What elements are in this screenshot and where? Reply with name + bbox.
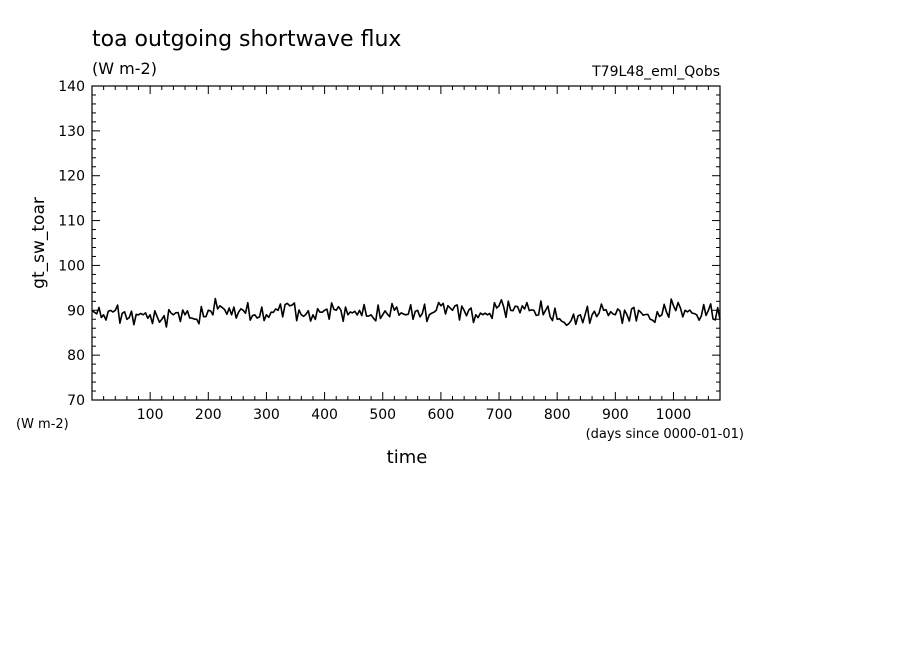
y-tick-label: 70 — [67, 393, 85, 409]
series-line — [91, 297, 721, 328]
x-tick-label: 600 — [428, 407, 455, 423]
y-axis-unit: (W m-2) — [16, 417, 69, 432]
x-tick-label: 100 — [137, 407, 164, 423]
y-tick-label: 130 — [58, 124, 85, 140]
x-tick-label: 300 — [253, 407, 280, 423]
y-axis-label: gt_sw_toar — [29, 197, 49, 289]
x-axis-ticks: 100 200 300 400 500 600 700 800 900 1000 — [103, 86, 709, 423]
x-axis-unit: (days since 0000-01-01) — [586, 427, 744, 442]
y-tick-label: 90 — [67, 303, 85, 319]
y-tick-label: 100 — [58, 258, 85, 274]
plot-frame — [91, 85, 721, 401]
x-tick-label: 800 — [544, 407, 571, 423]
x-axis-label: time — [387, 447, 428, 468]
y-tick-label: 120 — [58, 169, 85, 185]
y-tick-label: 140 — [58, 79, 85, 95]
x-tick-label: 700 — [486, 407, 513, 423]
x-tick-label: 1000 — [656, 407, 692, 423]
y-axis-ticks: 70 80 90 100 110 120 130 140 — [58, 79, 720, 409]
chart-subtitle: (W m-2) — [92, 59, 157, 78]
chart-title: toa outgoing shortwave flux — [92, 27, 401, 52]
x-tick-label: 200 — [195, 407, 222, 423]
x-tick-label: 500 — [369, 407, 396, 423]
y-tick-label: 110 — [58, 214, 85, 230]
x-tick-label: 900 — [602, 407, 629, 423]
y-tick-label: 80 — [67, 348, 85, 364]
run-label: T79L48_eml_Qobs — [591, 64, 720, 80]
x-tick-label: 400 — [311, 407, 338, 423]
